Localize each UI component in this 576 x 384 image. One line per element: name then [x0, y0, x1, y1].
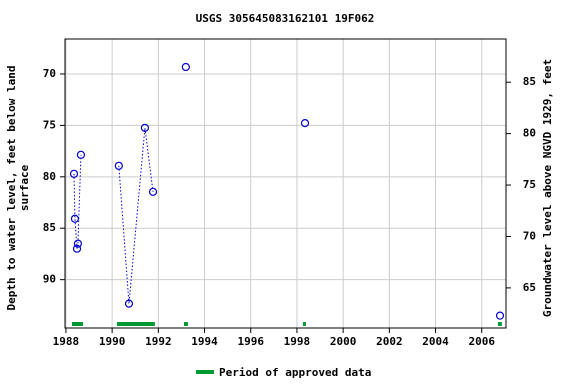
data-point	[140, 123, 150, 132]
y2-axis-label: Groundwater level above NGVD 1929, feet	[541, 59, 554, 317]
data-point	[124, 299, 134, 308]
x-tick-label: 1996	[237, 335, 264, 348]
y-axis-label: surface	[18, 164, 31, 211]
legend-swatch	[196, 370, 214, 374]
data-point	[114, 161, 123, 170]
x-tick-label: 1988	[53, 335, 80, 348]
y-tick-label: 85	[43, 221, 56, 234]
data-point	[70, 214, 80, 223]
y2-tick-label: 85	[523, 75, 536, 88]
approved-period	[302, 322, 306, 326]
x-tick-label: 1998	[284, 335, 311, 348]
data-point	[181, 62, 190, 72]
approved-period	[183, 322, 188, 326]
approved-period	[497, 322, 502, 326]
plot-area	[65, 39, 506, 328]
y2-tick-label: 75	[523, 178, 536, 191]
x-tick-label: 2006	[468, 335, 495, 348]
legend-label: Period of approved data	[219, 366, 371, 379]
data-point	[76, 150, 86, 159]
data-point	[73, 239, 83, 248]
chart-title: USGS 305645083162101 19F062	[196, 12, 375, 25]
y2-tick-label: 65	[523, 281, 536, 294]
approved-period	[71, 322, 84, 326]
y-axis-label: Depth to water level, feet below land	[5, 65, 18, 310]
approved-period	[116, 322, 155, 326]
data-point	[72, 244, 82, 253]
y-tick-label: 80	[43, 170, 56, 183]
x-tick-label: 1990	[99, 335, 126, 348]
data-point	[69, 169, 79, 178]
y2-tick-label: 80	[523, 127, 536, 140]
data-point	[300, 119, 310, 128]
data-point	[148, 187, 158, 196]
x-tick-label: 2004	[422, 335, 449, 348]
x-tick-label: 1994	[191, 335, 218, 348]
y-tick-label: 70	[43, 67, 56, 80]
y-tick-label: 90	[43, 273, 56, 286]
x-tick-label: 2002	[376, 335, 403, 348]
x-tick-label: 1992	[145, 335, 172, 348]
y-tick-label: 75	[43, 118, 56, 131]
y2-tick-label: 70	[523, 229, 536, 242]
plot-frame	[64, 38, 507, 329]
x-tick-label: 2000	[330, 335, 357, 348]
data-point	[495, 311, 505, 320]
